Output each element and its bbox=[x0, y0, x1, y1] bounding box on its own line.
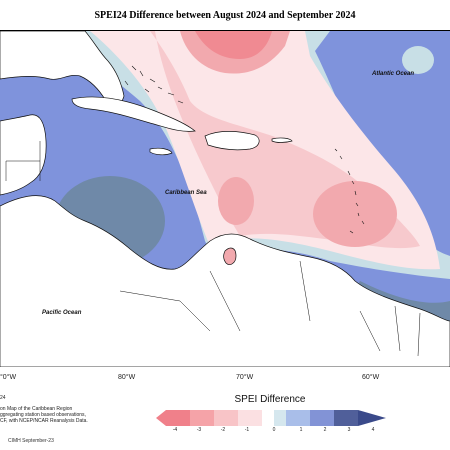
credit-text: CIMH September-23 bbox=[8, 438, 54, 444]
legend-tick: 4 bbox=[371, 427, 375, 433]
legend-tick: 3 bbox=[347, 427, 351, 433]
map-title: SPEI24 Difference between August 2024 an… bbox=[94, 10, 356, 21]
legend-tick: -1 bbox=[244, 427, 250, 433]
footnote-line-3: CF, with NCEP/NCAR Reanalysis Data. bbox=[0, 418, 88, 424]
land-jamaica bbox=[149, 147, 173, 156]
label-caribbean-sea: Caribbean Sea bbox=[165, 190, 207, 196]
land-hispaniola bbox=[204, 131, 260, 151]
land-bahamas bbox=[124, 65, 184, 104]
lon-label-70w: 70°W bbox=[236, 374, 254, 381]
land-puerto-rico bbox=[271, 137, 293, 143]
legend-tick: -2 bbox=[220, 427, 226, 433]
legend-swatch-6 bbox=[286, 410, 310, 426]
legend-title: SPEI Difference bbox=[234, 394, 306, 405]
legend-colorbar bbox=[156, 410, 386, 426]
label-pacific-ocean: Pacific Ocean bbox=[42, 310, 82, 316]
legend-swatch-2 bbox=[214, 410, 238, 426]
legend-swatches bbox=[166, 410, 358, 426]
lon-label-60w: 60°W bbox=[362, 374, 380, 381]
legend-tick: 2 bbox=[323, 427, 327, 433]
legend-arrow-left bbox=[156, 410, 166, 426]
spei-difference-map: Atlantic Ocean Caribbean Sea Pacific Oce… bbox=[0, 31, 450, 367]
footnote-line-2: ggregating station based observations, bbox=[0, 412, 86, 418]
legend-swatch-3 bbox=[238, 410, 262, 426]
country-borders bbox=[5, 141, 421, 357]
rose-patch-east bbox=[313, 181, 397, 247]
rose-patch-central bbox=[218, 177, 254, 225]
legend-swatch-4 bbox=[262, 410, 274, 426]
legend-tick: 0 bbox=[272, 427, 276, 433]
legend-tick: -3 bbox=[196, 427, 202, 433]
land-cuba bbox=[71, 96, 196, 132]
pale-blue-circle-atlantic bbox=[402, 46, 434, 74]
lon-label-90w: °0°W bbox=[0, 374, 17, 381]
footnote-line-0: 24 bbox=[0, 395, 6, 401]
legend-swatch-7 bbox=[310, 410, 334, 426]
legend-swatch-8 bbox=[334, 410, 358, 426]
legend-swatch-5 bbox=[274, 410, 286, 426]
land-lesser-antilles bbox=[334, 148, 365, 234]
lake-maracaibo bbox=[223, 247, 237, 265]
footnote-line-1: on Map of the Caribbean Region bbox=[0, 406, 73, 412]
label-atlantic-ocean: Atlantic Ocean bbox=[371, 71, 414, 77]
legend-tick: -4 bbox=[172, 427, 178, 433]
map-top-border bbox=[0, 30, 450, 31]
legend-arrow-right bbox=[358, 410, 386, 426]
red-patch-north bbox=[195, 31, 272, 59]
legend-swatch-0 bbox=[166, 410, 190, 426]
lon-label-80w: 80°W bbox=[118, 374, 136, 381]
legend-tick: 1 bbox=[299, 427, 303, 433]
land-yucatan bbox=[0, 114, 47, 196]
land-central-south-america bbox=[0, 195, 450, 367]
legend-swatch-1 bbox=[190, 410, 214, 426]
